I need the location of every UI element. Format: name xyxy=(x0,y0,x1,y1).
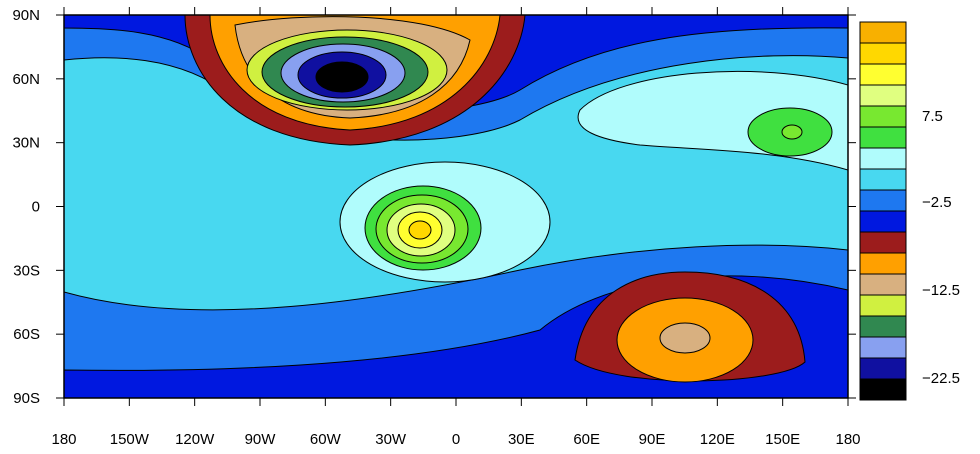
y-tick-label: 30S xyxy=(13,262,40,279)
colorbar-box xyxy=(859,126,907,149)
colorbar-box xyxy=(859,315,907,338)
contour xyxy=(781,124,803,140)
contour xyxy=(315,61,369,93)
x-tick-label: 90E xyxy=(639,431,666,448)
x-tick-label: 60E xyxy=(573,431,600,448)
colorbar-box xyxy=(859,273,907,296)
y-tick-label: 60N xyxy=(12,71,40,88)
x-tick-label: 30E xyxy=(508,431,535,448)
colorbar-box xyxy=(859,378,907,401)
x-tick-label: 120E xyxy=(700,431,735,448)
x-tick-label: 180 xyxy=(835,431,860,448)
colorbar-box xyxy=(859,294,907,317)
colorbar-box xyxy=(859,336,907,359)
colorbar-box xyxy=(859,252,907,275)
colorbar-box xyxy=(859,210,907,233)
x-tick-label: 150W xyxy=(110,431,150,448)
colorbar-box xyxy=(859,42,907,65)
x-tick-label: 60W xyxy=(310,431,342,448)
colorbar-box xyxy=(859,168,907,191)
y-tick-label: 90N xyxy=(12,7,40,24)
contour xyxy=(659,322,711,354)
colorbar-label: −22.5 xyxy=(922,370,960,387)
y-tick-label: 60S xyxy=(13,326,40,343)
colorbar-label: −2.5 xyxy=(922,194,952,211)
x-tick-label: 120W xyxy=(175,431,215,448)
colorbar: 7.5 −2.5 −12.5 −22.5 xyxy=(859,21,960,401)
axes: 180 150W 120W 90W 60W 30W 0 30E 60E 90E 120E 150E 18… xyxy=(12,7,861,448)
colorbar-box xyxy=(859,231,907,254)
colorbar-box xyxy=(859,189,907,212)
y-tick-label: 90S xyxy=(13,390,40,407)
colorbar-box xyxy=(859,63,907,86)
y-tick-label: 0 xyxy=(32,199,40,216)
contour xyxy=(408,220,432,240)
colorbar-box xyxy=(859,105,907,128)
x-tick-label: 0 xyxy=(452,431,460,448)
colorbar-label: −12.5 xyxy=(922,282,960,299)
x-tick-label: 90W xyxy=(245,431,277,448)
colorbar-label: 7.5 xyxy=(922,108,943,125)
x-tick-label: 180 xyxy=(51,431,76,448)
contour-field xyxy=(64,15,848,398)
y-tick-label: 30N xyxy=(12,135,40,152)
x-tick-label: 30W xyxy=(375,431,407,448)
colorbar-box xyxy=(859,84,907,107)
colorbar-box xyxy=(859,357,907,380)
colorbar-box xyxy=(859,147,907,170)
colorbar-box xyxy=(859,21,907,44)
x-tick-label: 150E xyxy=(765,431,800,448)
